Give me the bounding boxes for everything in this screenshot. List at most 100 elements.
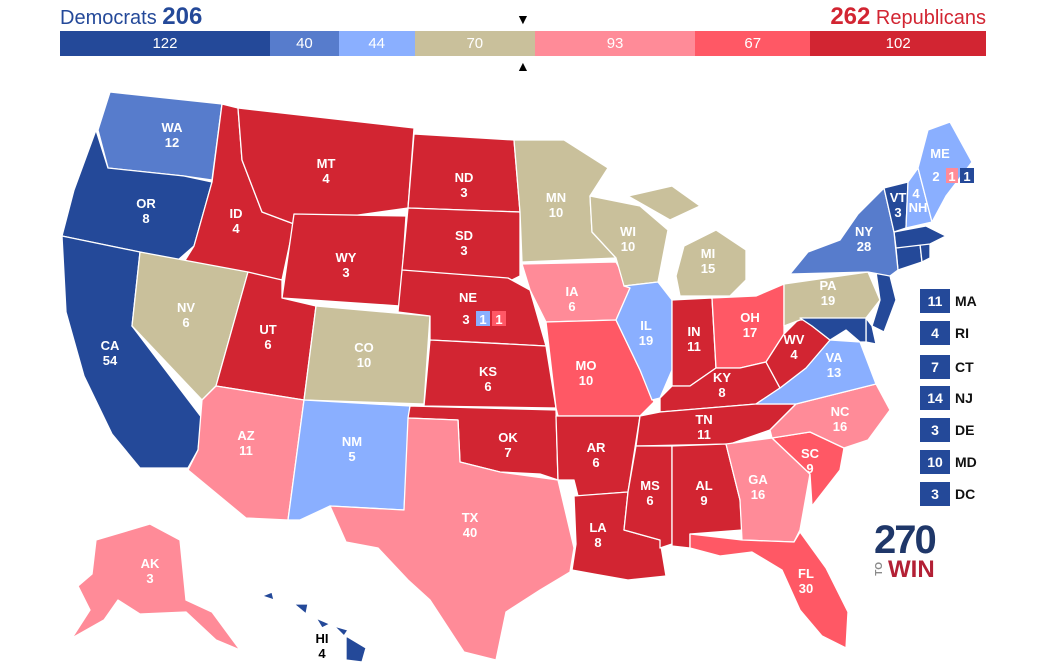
state-nc[interactable]: NC 16 (769, 383, 891, 449)
state-co[interactable]: CO 10 (303, 305, 431, 405)
bar-segment-lean-dem[interactable]: 44 (338, 31, 415, 56)
ne-district-2-box[interactable] (492, 311, 506, 326)
logo-to: TO (874, 562, 885, 576)
state-wi-abbr: WI (620, 224, 636, 239)
state-pa[interactable]: PA 19 (783, 271, 881, 327)
state-al[interactable]: AL 9 (671, 443, 743, 549)
state-ia-abbr: IA (566, 284, 580, 299)
state-mi-abbr: MI (701, 246, 715, 261)
bar-segment-safe-rep[interactable]: 102 (810, 31, 986, 56)
svg-text:AK3: AK 3 (141, 556, 160, 586)
state-ak-ev: 3 (146, 571, 153, 586)
svg-text:IA6: IA 6 (566, 284, 580, 314)
ne-district-1-box[interactable] (476, 311, 490, 326)
state-ar[interactable]: AR 6 (555, 415, 641, 497)
state-wi-ev: 10 (621, 239, 635, 254)
state-wa-ev: 12 (165, 135, 179, 150)
state-mi-ev: 15 (701, 261, 715, 276)
state-mi[interactable]: MI 15 (627, 185, 747, 297)
bar-segment-safe-dem[interactable]: 122 (60, 31, 270, 56)
state-ms[interactable]: MS 6 (623, 445, 673, 549)
state-ks[interactable]: KS 6 (423, 339, 557, 409)
state-nm-abbr: NM (342, 434, 362, 449)
small-state-ct-ev[interactable]: 7 (920, 355, 950, 379)
270towin-logo[interactable]: 270 TO WIN (874, 520, 944, 582)
svg-text:OK7: OK 7 (498, 430, 518, 460)
ne-district-1: 1 (479, 312, 486, 327)
state-ga-abbr: GA (748, 472, 768, 487)
state-mn[interactable]: MN 10 (513, 139, 617, 263)
state-la-ev: 8 (594, 535, 601, 550)
state-ri[interactable] (919, 243, 931, 263)
state-ak[interactable]: AK 3 (71, 523, 241, 651)
state-ia[interactable]: IA 6 (521, 261, 631, 323)
state-vt[interactable]: VT 3 (883, 181, 909, 233)
state-al-abbr: AL (695, 478, 712, 493)
state-hi[interactable]: HI 4 (261, 591, 367, 663)
bar-segment-tossup[interactable]: 70 (414, 31, 536, 56)
small-state-de-label: DE (955, 422, 975, 438)
state-oh-abbr: OH (740, 310, 760, 325)
svg-text:HI4: HI 4 (316, 631, 329, 661)
small-state-dc-ev[interactable]: 3 (920, 482, 950, 506)
state-nv-abbr: NV (177, 300, 195, 315)
me-district-2-box[interactable] (960, 168, 974, 183)
state-md[interactable] (799, 317, 867, 343)
svg-text:KS6: KS 6 (479, 364, 497, 394)
state-nd-ev: 3 (460, 185, 467, 200)
small-state-de-ev[interactable]: 3 (920, 418, 950, 442)
republicans-label: Republicans (875, 7, 986, 29)
midpoint-up-arrow-icon: ▲ (516, 58, 530, 74)
me-district-2: 1 (963, 169, 970, 184)
state-sd[interactable]: SD 3 (401, 207, 521, 283)
bar-segment-likely-rep[interactable]: 67 (695, 31, 811, 56)
bar-segment-likely-dem[interactable]: 40 (269, 31, 339, 56)
state-ar-ev: 6 (592, 455, 599, 470)
state-wv-abbr: WV (784, 332, 805, 347)
state-nm-ev: 5 (348, 449, 355, 464)
state-nd[interactable]: ND 3 (407, 133, 521, 213)
me-district-1-box[interactable] (946, 168, 958, 183)
state-wi[interactable]: WI 10 (589, 195, 669, 287)
state-me-ev: 2 (932, 169, 939, 184)
state-tx-abbr: TX (462, 510, 479, 525)
state-nh[interactable]: 4 NH (905, 167, 933, 229)
small-state-nj-ev[interactable]: 14 (920, 386, 950, 410)
state-id-abbr: ID (230, 206, 243, 221)
state-in[interactable]: IN 11 (671, 297, 717, 387)
state-me[interactable]: ME 2 (917, 121, 973, 223)
small-state-ma-ev[interactable]: 11 (920, 289, 950, 313)
state-ny[interactable]: NY 28 (789, 187, 899, 277)
state-tx[interactable]: TX 40 (329, 417, 575, 661)
state-il[interactable]: IL 19 (615, 281, 673, 401)
small-state-ct-label: CT (955, 359, 974, 375)
state-ne[interactable]: NE 3 (397, 269, 547, 347)
svg-text:SC9: SC 9 (801, 446, 820, 476)
state-nm[interactable]: NM 5 (287, 399, 411, 521)
small-state-ri-ev[interactable]: 4 (920, 321, 950, 345)
bar-segment-lean-rep[interactable]: 93 (535, 31, 696, 56)
state-sc-ev: 9 (806, 461, 813, 476)
state-fl-abbr: FL (798, 566, 814, 581)
state-az[interactable]: AZ 11 (187, 385, 305, 521)
state-ne-ev: 3 (462, 312, 469, 327)
state-ky-abbr: KY (713, 370, 731, 385)
state-or[interactable]: OR 8 (61, 129, 213, 261)
svg-text:ND3: ND 3 (455, 170, 474, 200)
state-fl[interactable]: FL 30 (689, 531, 849, 649)
state-wy[interactable]: WY 3 (281, 213, 407, 307)
small-state-ri-label: RI (955, 325, 969, 341)
svg-text:WV4: WV 4 (784, 332, 805, 362)
democrats-ev: 206 (162, 3, 203, 30)
small-state-md-ev[interactable]: 10 (920, 450, 950, 474)
small-state-md-label: MD (955, 454, 977, 470)
state-wa[interactable]: WA 12 (97, 91, 223, 181)
svg-text:WY3: WY 3 (336, 250, 357, 280)
state-wy-abbr: WY (336, 250, 357, 265)
state-mt[interactable]: MT 4 (237, 107, 415, 225)
